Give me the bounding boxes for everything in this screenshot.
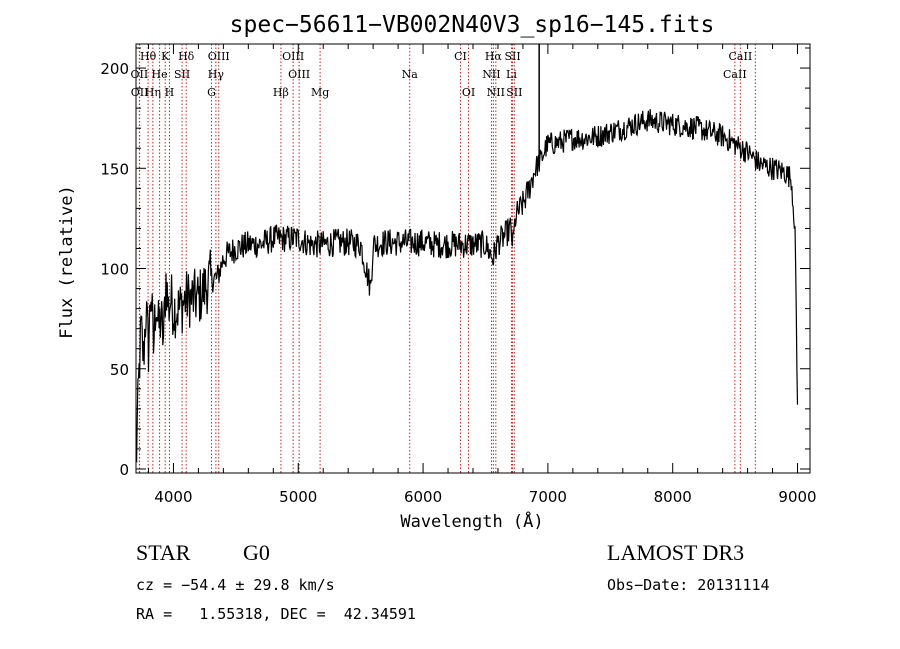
y-tick-label: 150 [100,160,129,178]
line-label-14: Na [402,68,419,81]
line-label-7: SII [504,50,520,63]
line-label-21: G [207,86,216,99]
line-label-5: CI [454,50,467,63]
y-axis-ticks: 0 50 100 150 200 [100,47,810,479]
x-tick-label: 9000 [778,488,816,506]
y-tick-label: 50 [110,361,129,379]
x-tick-label: 8000 [654,488,692,506]
line-label-8: CaII [729,50,753,63]
y-axis-label: Flux (relative) [57,185,77,339]
ra-dec-coordinates: RA = 1.55318, DEC = 42.34591 [136,605,416,623]
line-label-23: Mg [311,86,329,99]
line-label-26: SII [506,86,522,99]
line-label-12: Hγ [208,68,225,81]
redshift-cz: cz = −54.4 ± 29.8 km/s [136,576,335,594]
x-tick-label: 7000 [529,488,567,506]
chart-title: spec−56611−VB002N40V3_sp16−145.fits [230,12,715,38]
line-label-3: OIII [208,50,230,63]
line-label-24: OI [462,86,475,99]
x-tick-label: 4000 [154,488,192,506]
line-label-1: K [161,50,170,63]
survey-name: LAMOST DR3 [607,540,744,565]
x-tick-label: 5000 [279,488,317,506]
line-label-4: OIII [282,50,304,63]
x-tick-label: 6000 [404,488,442,506]
line-label-13: OIII [288,68,310,81]
x-axis-ticks: 4000 5000 6000 7000 8000 9000 [147,44,817,506]
line-label-25: NII [487,86,505,99]
line-label-22: Hβ [273,86,289,99]
line-label-16: Li [506,68,517,81]
line-label-27: CaII [743,0,767,3]
line-label-19: Hη [145,86,161,99]
observation-date: Obs−Date: 20131114 [607,576,770,594]
line-label-0: Hθ [140,50,157,63]
flux-spectrum-line [135,109,799,463]
line-label-20: H [165,86,175,99]
line-label-6: Hα [485,50,503,63]
x-axis-label: Wavelength (Å) [400,510,543,532]
object-class: STAR [136,540,191,565]
line-label-18: OII [131,86,149,99]
line-label-10: He [152,68,168,81]
y-tick-label: 100 [100,261,129,279]
y-tick-label: 200 [100,60,129,78]
line-label-15: NII [482,68,500,81]
object-subclass: G0 [243,540,270,565]
line-label-17: CaII [723,68,747,81]
line-label-2: Hδ [178,50,195,63]
line-label-11: SII [174,68,190,81]
line-label-9: OII [131,68,149,81]
y-tick-label: 0 [119,461,129,479]
spectral-line-markers [138,44,756,473]
